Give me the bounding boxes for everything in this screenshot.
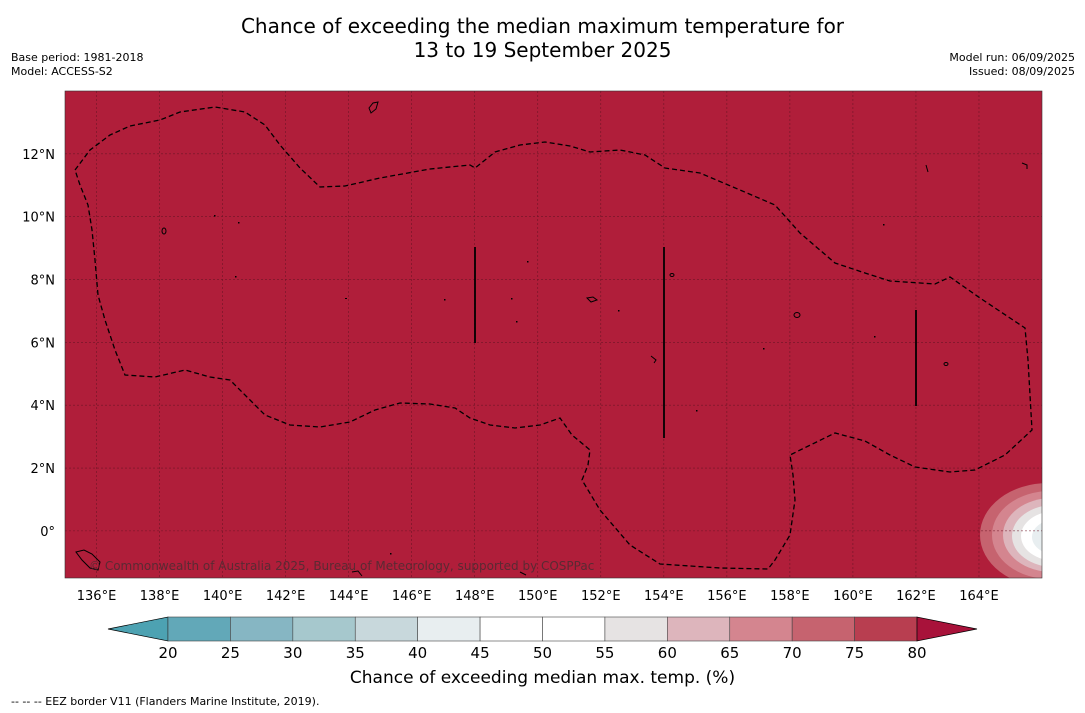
meta-left: Base period: 1981-2018 Model: ACCESS-S2 bbox=[11, 51, 143, 79]
colorbar-tick-label: 30 bbox=[283, 644, 302, 662]
cool-anomaly-patch bbox=[980, 483, 1042, 578]
longitude-label: 148°E bbox=[455, 589, 495, 604]
longitude-label: 136°E bbox=[77, 589, 117, 604]
longitude-label: 160°E bbox=[833, 589, 873, 604]
colorbar-segment bbox=[417, 616, 481, 642]
latitude-label: 12°N bbox=[22, 148, 55, 163]
colorbar-tick-label: 70 bbox=[783, 644, 802, 662]
longitude-label: 144°E bbox=[329, 589, 369, 604]
eez-footnote: -- -- -- EEZ border V11 (Flanders Marine… bbox=[11, 695, 320, 708]
colorbar-under-arrow bbox=[107, 616, 169, 642]
latitude-label: 0° bbox=[40, 525, 55, 540]
longitude-label: 164°E bbox=[959, 589, 999, 604]
colorbar-segment bbox=[604, 616, 668, 642]
colorbar-tick-label: 65 bbox=[720, 644, 739, 662]
longitude-label: 142°E bbox=[266, 589, 306, 604]
coastlines bbox=[75, 101, 1028, 577]
model-run-text: Model run: 06/09/2025 bbox=[949, 51, 1075, 64]
latitude-label: 6°N bbox=[31, 336, 56, 351]
longitude-label: 158°E bbox=[770, 589, 810, 604]
colorbar-tick-label: 60 bbox=[658, 644, 677, 662]
eez-border bbox=[74, 106, 1033, 570]
colorbar-segment bbox=[729, 616, 793, 642]
colorbar-tick-labels: 20 25 30 35 40 45 50 55 60 65 70 75 80 bbox=[158, 644, 926, 662]
map-frame bbox=[64, 90, 1043, 579]
issued-text: Issued: 08/09/2025 bbox=[968, 65, 1075, 78]
latitude-label: 8°N bbox=[31, 274, 56, 289]
longitude-label: 156°E bbox=[707, 589, 747, 604]
colorbar-title: Chance of exceeding median max. temp. (%… bbox=[349, 668, 736, 688]
longitude-label: 162°E bbox=[896, 589, 936, 604]
colorbar-segment bbox=[230, 616, 294, 642]
longitude-label: 138°E bbox=[140, 589, 180, 604]
colorbar-tick-label: 25 bbox=[221, 644, 240, 662]
meta-right: Model run: 06/09/2025 Issued: 08/09/2025 bbox=[949, 51, 1075, 79]
colorbar-segment bbox=[854, 616, 918, 642]
colorbar-segment bbox=[667, 616, 731, 642]
colorbar-segment bbox=[354, 616, 418, 642]
graticule bbox=[65, 91, 1042, 578]
colorbar-segment bbox=[791, 616, 855, 642]
base-period-text: Base period: 1981-2018 bbox=[11, 51, 144, 64]
model-text: Model: ACCESS-S2 bbox=[11, 65, 113, 78]
latitude-tick-labels: 0° 2°N 4°N 6°N 8°N 10°N 12°N bbox=[22, 148, 55, 540]
colorbar-segment bbox=[167, 616, 231, 642]
colorbar-tick-label: 40 bbox=[408, 644, 427, 662]
colorbar-segment bbox=[542, 616, 606, 642]
longitude-label: 146°E bbox=[392, 589, 432, 604]
colorbar-tick-label: 55 bbox=[595, 644, 614, 662]
copyright-text: © Commonwealth of Australia 2025, Bureau… bbox=[89, 559, 594, 573]
latitude-label: 10°N bbox=[22, 211, 55, 226]
colorbar bbox=[107, 616, 978, 642]
map-background bbox=[65, 91, 1042, 578]
longitude-label: 140°E bbox=[203, 589, 243, 604]
small-islands bbox=[214, 215, 885, 555]
longitude-tick-labels: 136°E 138°E 140°E 142°E 144°E 146°E 148°E 150°E… bbox=[77, 589, 999, 604]
colorbar-tick-label: 20 bbox=[158, 644, 177, 662]
colorbar-segment bbox=[479, 616, 543, 642]
map-title-line-2: 13 to 19 September 2025 bbox=[413, 38, 672, 62]
colorbar-tick-label: 50 bbox=[533, 644, 552, 662]
longitude-label: 152°E bbox=[581, 589, 621, 604]
colorbar-tick-label: 35 bbox=[346, 644, 365, 662]
colorbar-tick-label: 80 bbox=[907, 644, 926, 662]
longitude-label: 154°E bbox=[644, 589, 684, 604]
map-title-line-1: Chance of exceeding the median maximum t… bbox=[240, 14, 845, 38]
latitude-label: 2°N bbox=[31, 462, 56, 477]
colorbar-over-arrow bbox=[916, 616, 978, 642]
colorbar-tick-label: 45 bbox=[471, 644, 490, 662]
longitude-label: 150°E bbox=[518, 589, 558, 604]
colorbar-segment bbox=[292, 616, 356, 642]
latitude-label: 4°N bbox=[31, 399, 56, 414]
colorbar-tick-label: 75 bbox=[845, 644, 864, 662]
